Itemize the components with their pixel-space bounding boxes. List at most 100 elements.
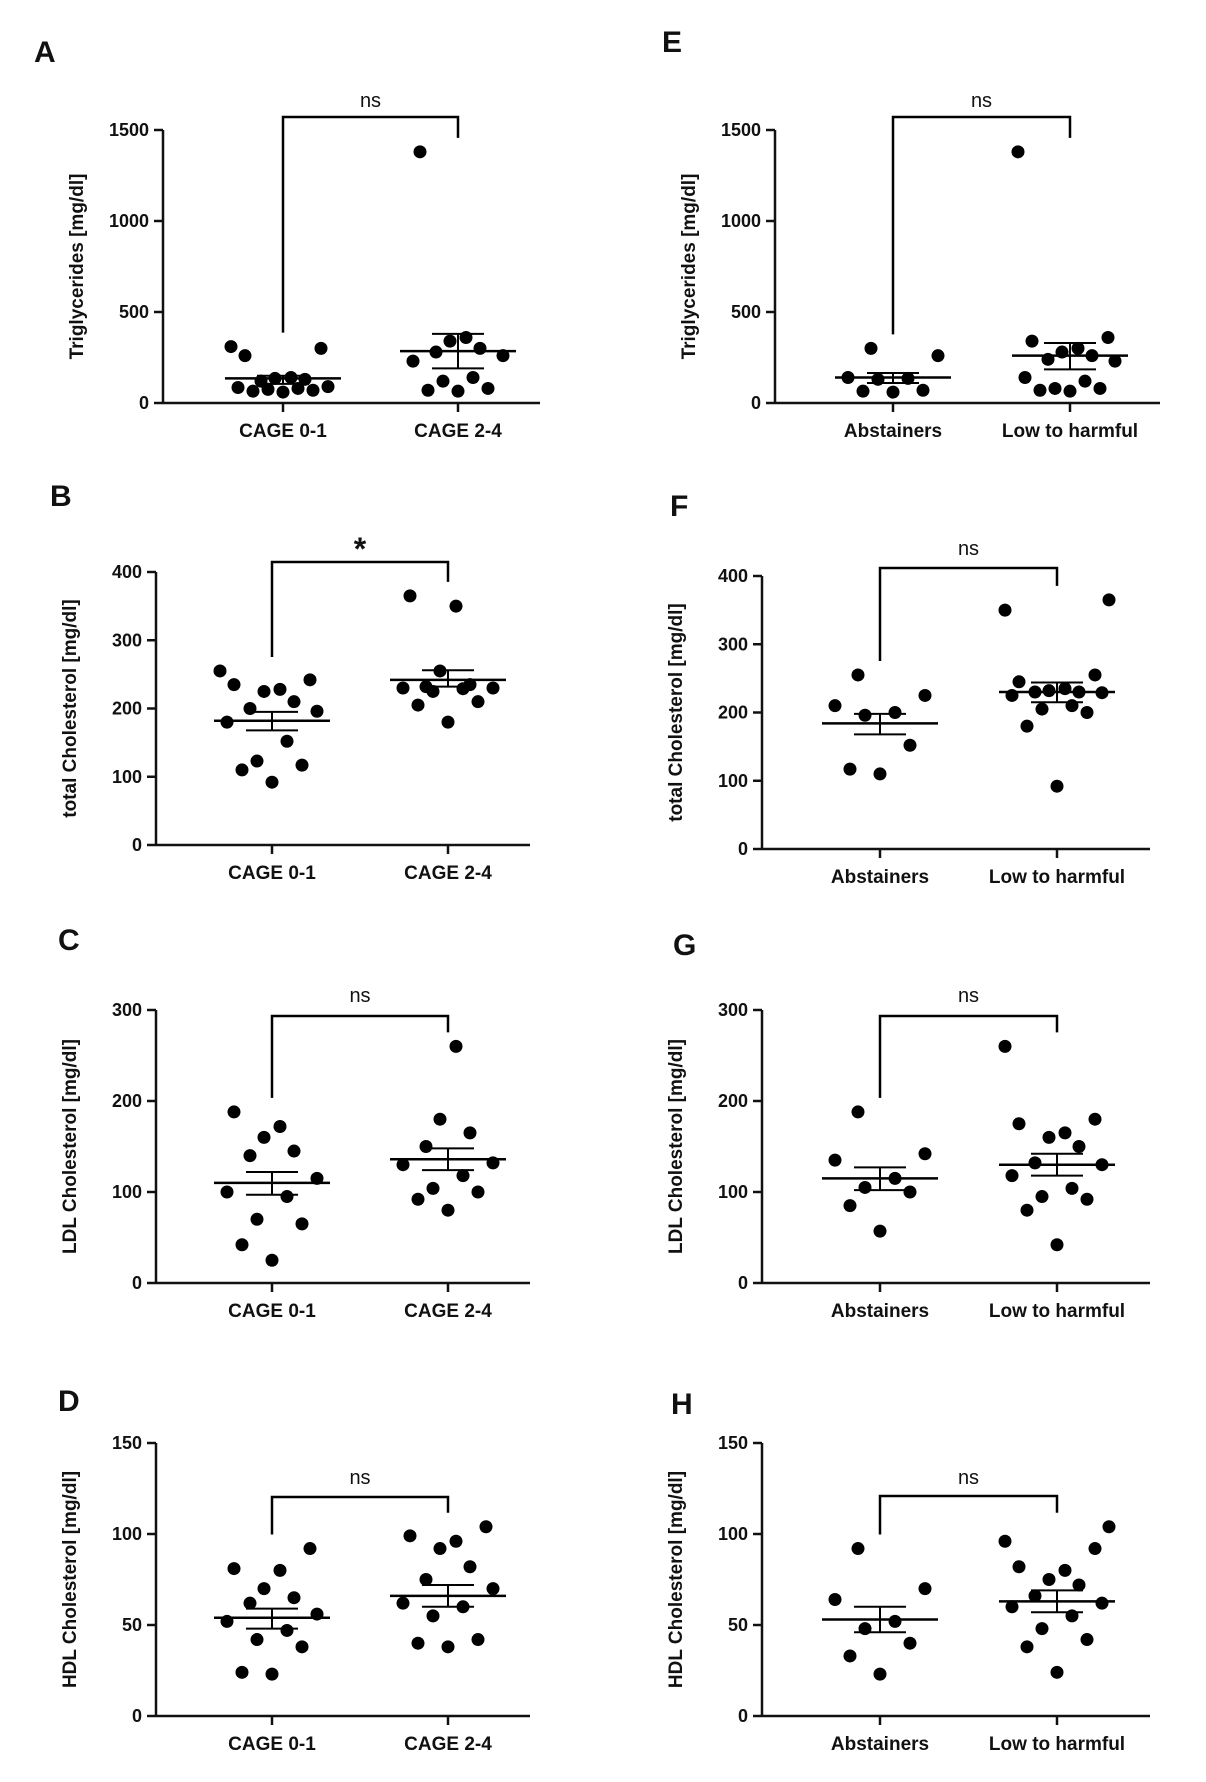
data-point	[851, 1542, 865, 1556]
data-point	[873, 1224, 887, 1238]
data-point	[1042, 684, 1056, 698]
y-tick-label: 200	[718, 1091, 748, 1111]
data-point	[235, 1238, 249, 1252]
data-point	[396, 681, 410, 695]
data-point	[486, 681, 500, 695]
data-point	[314, 341, 328, 355]
data-point	[998, 1534, 1012, 1548]
x-category-label: Abstainers	[844, 421, 942, 442]
data-point	[1080, 1633, 1094, 1647]
data-point	[411, 1192, 425, 1206]
y-tick-label: 200	[718, 703, 748, 723]
data-point	[257, 1582, 271, 1596]
data-point	[1101, 330, 1115, 344]
y-tick-label: 150	[112, 1433, 142, 1453]
chart-panel-f: F 0 100 200 300 400 total Cholesterol [mg/dl] A…	[666, 490, 1150, 888]
data-point	[463, 1126, 477, 1140]
significance-bracket	[878, 566, 1059, 661]
data-point	[828, 1153, 842, 1167]
data-point	[843, 1649, 857, 1663]
data-point	[1035, 702, 1049, 716]
y-tick-label: 400	[718, 566, 748, 586]
data-point	[918, 1147, 932, 1161]
panel-letter: C	[58, 924, 80, 957]
data-point	[873, 1667, 887, 1681]
panel-letter: H	[671, 1388, 693, 1421]
data-point	[873, 767, 887, 781]
data-point	[227, 678, 241, 692]
y-axis-title: total Cholesterol [mg/dl]	[666, 603, 687, 822]
data-point	[1012, 1117, 1026, 1131]
data-point	[1050, 779, 1064, 793]
data-point	[436, 374, 450, 388]
data-point	[479, 1520, 493, 1534]
data-point	[1011, 145, 1025, 159]
data-point	[243, 1149, 257, 1163]
chart-panel-d: D 0 50 100 150 HDL Cholesterol [mg/dl] CAGE 0-…	[58, 1385, 530, 1755]
y-axis-title: LDL Cholesterol [mg/dl]	[666, 1039, 687, 1254]
y-axis-title: HDL Cholesterol [mg/dl]	[666, 1471, 687, 1688]
data-point	[303, 673, 317, 687]
data-point	[295, 758, 309, 772]
y-tick-label: 1500	[721, 120, 761, 140]
data-point	[227, 1562, 241, 1576]
panel-letter: G	[673, 929, 696, 962]
data-point	[419, 1573, 433, 1586]
data-point	[888, 1614, 902, 1628]
data-point	[903, 1636, 917, 1650]
data-point	[1058, 1126, 1072, 1140]
data-point	[1065, 699, 1079, 713]
data-point	[471, 695, 485, 709]
data-point	[466, 371, 480, 385]
x-category-label: Abstainers	[831, 1301, 929, 1322]
data-point	[310, 704, 324, 718]
data-point	[496, 349, 510, 363]
data-point	[1018, 371, 1032, 385]
data-point	[449, 1039, 463, 1053]
data-point	[998, 603, 1012, 617]
data-point	[903, 1185, 917, 1199]
y-tick-label: 100	[718, 1524, 748, 1544]
data-point	[1050, 1665, 1064, 1679]
data-point	[243, 1596, 257, 1610]
data-point	[1078, 374, 1092, 388]
y-axis-title: Triglycerides [mg/dl]	[67, 174, 88, 360]
chart-panel-e: E 0 500 1000 1500 Triglycerides [mg/dl] Abstai…	[662, 26, 1160, 442]
significance-bracket	[281, 115, 460, 333]
y-tick-label: 100	[718, 1182, 748, 1202]
data-point	[403, 1529, 417, 1543]
data-point	[413, 145, 427, 159]
data-point	[280, 734, 294, 748]
data-point	[306, 383, 320, 397]
x-category-label: Low to harmful	[989, 867, 1125, 888]
data-point	[250, 754, 264, 768]
data-point	[421, 383, 435, 397]
data-point	[287, 1144, 301, 1158]
data-point	[903, 738, 917, 752]
data-point	[1028, 1589, 1042, 1603]
y-tick-label: 100	[112, 767, 142, 787]
significance-bracket	[270, 1495, 450, 1535]
data-point	[1005, 1600, 1019, 1614]
data-point	[227, 1105, 241, 1119]
data-point	[246, 384, 260, 398]
data-point	[843, 1199, 857, 1213]
significance-bracket	[270, 560, 450, 657]
y-axis-title: LDL Cholesterol [mg/dl]	[60, 1039, 81, 1254]
data-point	[276, 385, 290, 399]
data-point	[1108, 354, 1122, 368]
data-point	[473, 341, 487, 355]
significance-label: ns	[360, 90, 381, 112]
y-tick-label: 200	[112, 1091, 142, 1111]
significance-label: *	[354, 531, 367, 567]
data-point	[449, 1534, 463, 1548]
x-category-label: CAGE 0-1	[228, 1734, 316, 1755]
x-category-label: CAGE 2-4	[414, 421, 502, 442]
data-point	[295, 1640, 309, 1654]
data-point	[1072, 1140, 1086, 1153]
data-point	[280, 1623, 294, 1637]
significance-label: ns	[958, 538, 979, 560]
panel-letter: E	[662, 26, 682, 59]
data-point	[1080, 706, 1094, 719]
y-tick-label: 200	[112, 699, 142, 719]
